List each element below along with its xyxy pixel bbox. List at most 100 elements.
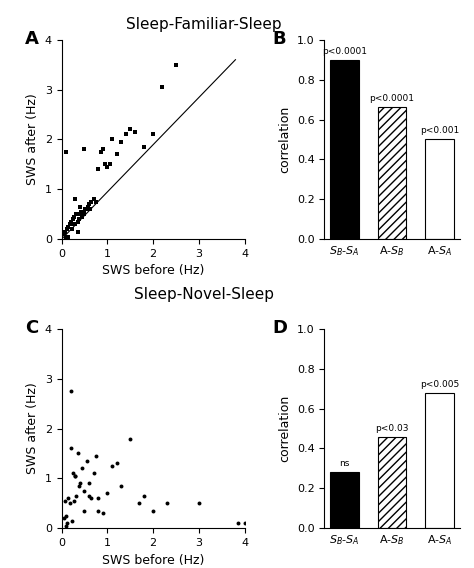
Point [163,499,171,508]
Point [94,165,102,174]
Point [68,224,75,233]
Point [67,217,74,226]
Bar [425,140,454,239]
Point [88,494,95,503]
Point [64,224,71,233]
Point [76,202,84,211]
Point [69,215,77,224]
Point [77,207,85,216]
Point [67,444,74,453]
Point [76,210,84,219]
Text: B: B [273,30,286,48]
Point [73,491,80,500]
Point [140,143,148,152]
Point [63,521,70,531]
Point [67,387,74,396]
Bar [378,437,406,528]
Text: Sleep-Novel-Sleep: Sleep-Novel-Sleep [134,287,274,302]
Point [71,212,78,222]
Point [106,160,113,169]
Point [149,506,157,515]
Point [84,202,92,211]
Point [113,150,120,159]
Point [72,471,79,481]
Point [99,145,107,154]
Point [60,229,68,239]
Point [74,449,82,458]
Point [64,519,71,528]
Point [92,197,100,206]
Text: C: C [25,319,38,337]
Text: p<0.001: p<0.001 [420,127,459,135]
Point [71,496,78,506]
Point [97,147,104,156]
Text: ns: ns [339,460,350,469]
Point [117,481,125,490]
Point [234,519,242,528]
Y-axis label: SWS after (Hz): SWS after (Hz) [26,383,39,474]
Text: D: D [273,319,288,337]
Point [81,145,88,154]
Point [62,496,69,506]
Point [108,461,116,470]
Point [64,222,72,231]
Point [73,210,80,219]
Point [83,204,91,214]
Text: p<0.03: p<0.03 [375,424,409,433]
Point [80,210,87,219]
Point [78,212,86,222]
Point [94,494,102,503]
Text: Sleep-Familiar-Sleep: Sleep-Familiar-Sleep [126,17,282,32]
Bar [378,107,406,239]
Point [81,207,88,216]
Point [85,479,93,488]
Point [108,135,116,144]
Point [66,499,73,508]
Point [72,220,79,229]
Point [122,130,129,139]
Point [104,489,111,498]
Point [101,160,109,169]
Bar [330,60,359,239]
Point [172,60,180,69]
Y-axis label: correlation: correlation [278,106,291,173]
Point [63,232,70,241]
X-axis label: SWS before (Hz): SWS before (Hz) [102,554,204,566]
Point [127,434,134,443]
Bar [330,473,359,528]
Point [62,227,69,236]
Point [60,513,68,523]
Point [195,499,203,508]
Point [81,506,88,515]
Point [78,464,86,473]
Text: p<0.005: p<0.005 [420,379,459,389]
Point [86,204,94,214]
Point [66,220,73,229]
Point [158,82,166,91]
Text: p<0.0001: p<0.0001 [370,94,414,103]
Point [140,491,148,500]
Point [75,481,83,490]
Text: p<0.0001: p<0.0001 [322,47,367,56]
Point [149,130,157,139]
Point [92,452,100,461]
Y-axis label: SWS after (Hz): SWS after (Hz) [26,94,39,185]
Point [131,127,138,136]
Point [88,197,95,206]
Point [113,459,120,468]
Point [68,516,75,525]
Bar [425,392,454,528]
X-axis label: SWS before (Hz): SWS before (Hz) [102,265,204,277]
Point [117,137,125,147]
Point [127,125,134,134]
Point [82,204,89,214]
Point [74,217,82,226]
Point [69,220,77,229]
Point [83,457,91,466]
Y-axis label: correlation: correlation [278,395,291,462]
Point [76,479,84,488]
Point [64,494,72,503]
Point [94,506,102,515]
Point [69,469,77,478]
Point [72,195,79,204]
